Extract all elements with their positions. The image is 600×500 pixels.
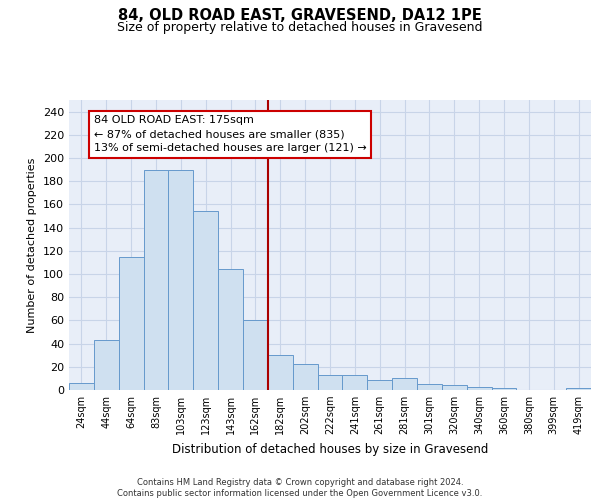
Bar (119, 256, 143, 390)
Bar (243, 320, 268, 390)
Y-axis label: Number of detached properties: Number of detached properties (28, 158, 37, 332)
Bar (69, 383, 94, 390)
Bar (467, 386, 491, 390)
Bar (491, 388, 517, 390)
Bar (268, 355, 293, 390)
Bar (317, 375, 343, 390)
X-axis label: Distribution of detached houses by size in Gravesend: Distribution of detached houses by size … (172, 442, 488, 456)
Text: 84, OLD ROAD EAST, GRAVESEND, DA12 1PE: 84, OLD ROAD EAST, GRAVESEND, DA12 1PE (118, 8, 482, 22)
Bar (367, 380, 392, 390)
Bar (218, 270, 243, 390)
Bar (442, 386, 467, 390)
Bar (94, 340, 119, 390)
Bar (143, 170, 169, 390)
Bar (566, 388, 591, 390)
Text: Contains HM Land Registry data © Crown copyright and database right 2024.
Contai: Contains HM Land Registry data © Crown c… (118, 478, 482, 498)
Bar (417, 384, 442, 390)
Bar (193, 212, 218, 390)
Bar (343, 375, 367, 390)
Bar (293, 364, 317, 390)
Bar (392, 378, 417, 390)
Text: 84 OLD ROAD EAST: 175sqm
← 87% of detached houses are smaller (835)
13% of semi-: 84 OLD ROAD EAST: 175sqm ← 87% of detach… (94, 115, 367, 153)
Text: Size of property relative to detached houses in Gravesend: Size of property relative to detached ho… (117, 21, 483, 34)
Bar (169, 170, 193, 390)
